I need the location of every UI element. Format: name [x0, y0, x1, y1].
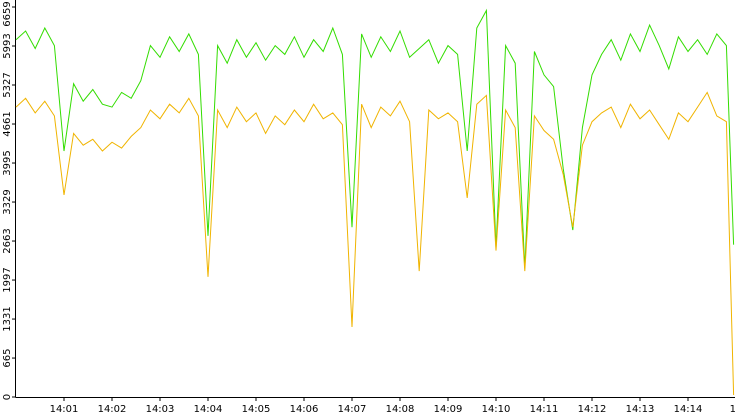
- x-tick-label: 14:05: [242, 404, 271, 415]
- x-tick-label: 14:08: [386, 404, 415, 415]
- y-tick-label: 3995: [2, 150, 13, 175]
- y-tick-label: 5327: [2, 72, 13, 97]
- x-tick-label: 14:12: [578, 404, 607, 415]
- y-tick-label: 1997: [2, 267, 13, 292]
- y-tick-label: 0: [2, 394, 13, 400]
- x-tick-label: 14:01: [50, 404, 79, 415]
- line-series: [15, 91, 735, 396]
- line-series: [15, 8, 735, 269]
- x-tick-label: 14:07: [338, 404, 367, 415]
- y-tick-label: 4661: [2, 111, 13, 136]
- y-tick-label: 3329: [2, 189, 13, 214]
- y-tick-label: 6659: [2, 1, 13, 26]
- x-tick-label: 14:11: [530, 404, 559, 415]
- x-tick-label: 14:04: [194, 404, 223, 415]
- x-tick-label: 14:02: [98, 404, 127, 415]
- x-tick-label: 14:14: [674, 404, 703, 415]
- y-tick-label: 1331: [2, 306, 13, 331]
- y-tick-label: 665: [2, 349, 13, 368]
- y-tick-label: 5993: [2, 33, 13, 58]
- x-tick-label: 14:09: [434, 404, 463, 415]
- x-tick-label: 14:03: [146, 404, 175, 415]
- x-tick-label: 14:10: [482, 404, 511, 415]
- x-tick-label: 14:06: [290, 404, 319, 415]
- x-tick-label: 14:13: [626, 404, 655, 415]
- x-tick-label: 14: [730, 404, 735, 415]
- y-tick-label: 2663: [2, 228, 13, 253]
